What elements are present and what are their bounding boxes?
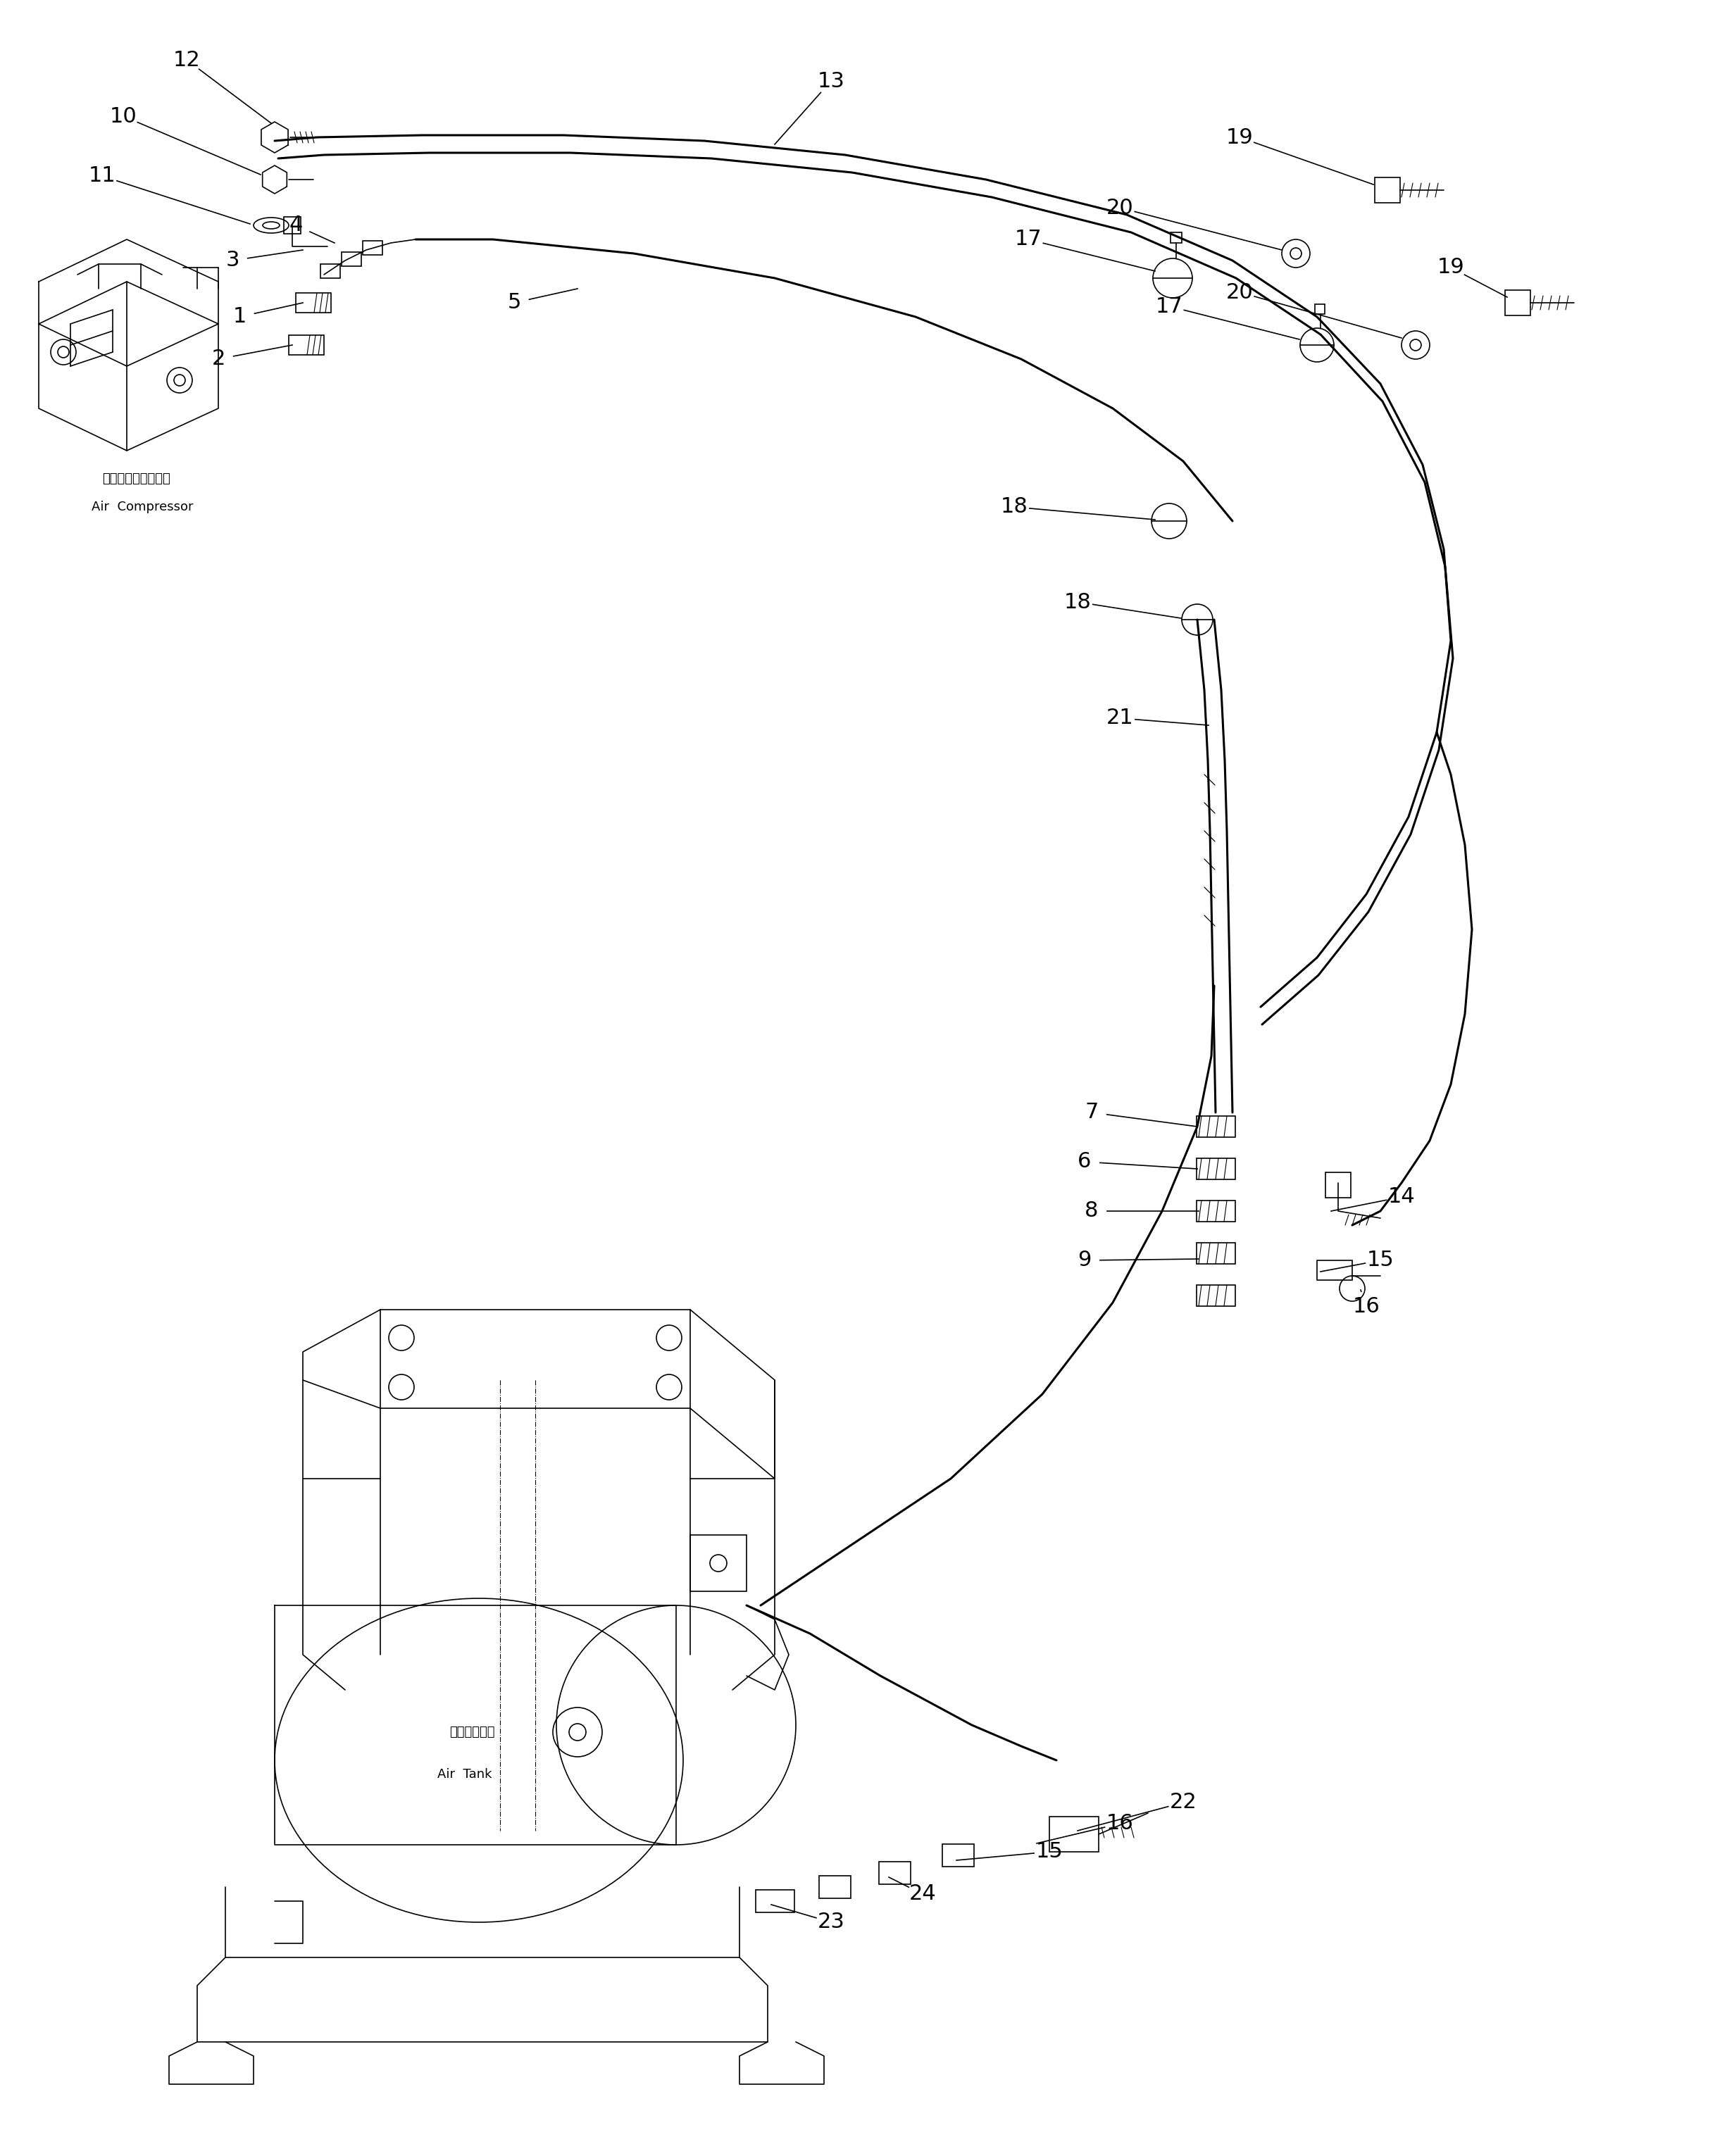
Bar [1196,1117,1235,1136]
Text: 19: 19 [1437,257,1464,278]
Bar [1171,233,1183,244]
Bar [756,1891,794,1912]
Bar [342,252,361,265]
Text: 13: 13 [818,71,845,91]
Text: 15: 15 [1036,1841,1063,1863]
Text: 16: 16 [1107,1813,1134,1835]
Text: 6: 6 [1077,1151,1091,1173]
Text: Air  Compressor: Air Compressor [92,500,194,513]
Text: 20: 20 [1226,282,1254,302]
Text: 16: 16 [1352,1296,1380,1317]
Text: エアータンク: エアータンク [450,1725,494,1738]
Text: 7: 7 [1084,1102,1098,1123]
Bar [1326,1173,1350,1199]
Text: 18: 18 [1063,591,1091,612]
Text: 15: 15 [1366,1250,1394,1270]
Text: 20: 20 [1107,198,1134,218]
Text: 8: 8 [1084,1201,1098,1220]
Text: 22: 22 [1169,1792,1196,1813]
Text: 18: 18 [1001,496,1027,517]
Bar [1317,1261,1352,1281]
Bar [320,263,341,278]
Bar [942,1843,973,1867]
Text: 17: 17 [1015,229,1043,250]
Text: 10: 10 [109,106,137,127]
Bar [878,1861,911,1884]
Bar [296,293,330,313]
Text: 12: 12 [173,50,201,69]
Bar [1196,1285,1235,1307]
Text: エアーコンプレッサ: エアーコンプレッサ [102,472,169,485]
Text: 14: 14 [1388,1186,1414,1207]
Bar [1504,291,1530,315]
Bar [690,1535,747,1591]
Text: 11: 11 [88,166,116,185]
Text: 19: 19 [1226,127,1254,147]
Bar [820,1876,851,1897]
Text: 5: 5 [507,293,520,313]
Text: 24: 24 [909,1884,935,1904]
Bar [1196,1201,1235,1222]
Text: 1: 1 [233,306,246,328]
Text: 3: 3 [225,250,239,272]
Text: Air  Tank: Air Tank [437,1768,493,1781]
Bar [284,218,301,233]
Text: 2: 2 [211,349,225,369]
Text: 4: 4 [289,216,303,235]
Bar [1375,177,1400,203]
Bar [289,334,323,356]
Bar [1196,1242,1235,1263]
Bar [363,241,382,254]
Text: 17: 17 [1155,295,1183,317]
Bar [1314,304,1324,315]
Text: 21: 21 [1107,707,1134,729]
Bar [1050,1818,1098,1852]
Text: 9: 9 [1077,1250,1091,1270]
Bar [1196,1158,1235,1179]
Text: 23: 23 [818,1912,845,1932]
